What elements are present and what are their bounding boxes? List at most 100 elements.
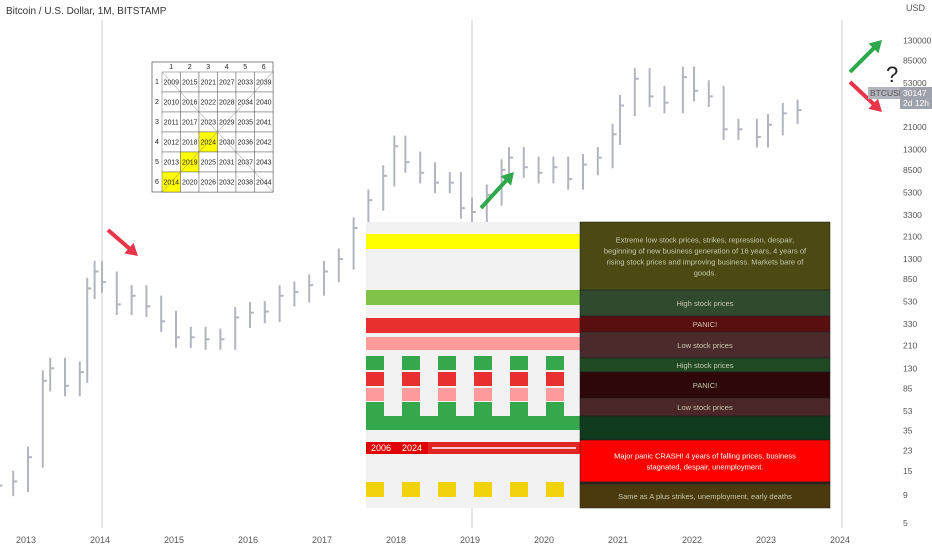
cycle-grid: 1 2 3 4 5 6 1 2009 2015 2021 2027 2033 2039 2 2010 2016… [151,61,274,193]
grid-cell-year: 2032 [219,180,235,187]
x-tick-label: 2018 [386,535,406,545]
grid-row-header: 2 [155,99,159,106]
panel-stripe-seg [438,372,456,386]
grid-cell-year: 2022 [200,100,216,107]
grid-cell-year: 2015 [182,80,198,87]
panel-stripe-seg [366,356,384,370]
grid-row-header: 3 [155,119,159,126]
x-tick-label: 2016 [238,535,258,545]
y-tick-label: 330 [903,319,917,329]
x-tick-label: 2023 [756,535,776,545]
down-arrow-2014 [124,242,138,256]
panel-stripe-seg [546,402,564,416]
panel-stripe [366,290,580,305]
down-arrow-2024 [868,98,882,112]
down-arrow-2014-shaft [106,228,134,253]
grid-cell-year: 2009 [163,80,179,87]
panel-band-text: rising stock prices and improving busine… [607,258,805,267]
y-tick-label: 530 [903,297,917,307]
grid-col-header: 4 [225,64,229,71]
y-tick-label: 2100 [903,231,922,241]
grid-cell-year: 2029 [219,120,235,127]
panel-stripe-seg [402,482,420,497]
price-axis[interactable]: 1300008500053000340002100013000850053003… [903,35,932,528]
panel-band [579,415,831,441]
grid-cell-year: 2016 [182,100,198,107]
panel-stripe-seg [510,402,528,416]
grid-cell-year: 2035 [237,120,253,127]
panel-stripe-seg [510,356,528,370]
range-end: 2024 [402,443,422,453]
panel-stripe-seg [474,482,492,497]
x-tick-label: 2015 [164,535,184,545]
grid-col-header: 5 [243,64,247,71]
time-axis[interactable]: 2013 2014 2015 2016 2017 2018 2019 2020 2021 2022… [16,535,850,545]
y-tick-label: 21000 [903,122,927,132]
grid-cell-year: 2021 [200,80,216,87]
panel-stripe-seg [402,356,420,370]
y-tick-label: 850 [903,274,917,284]
grid-cell-year: 2025 [200,160,216,167]
grid-cell-year: 2012 [163,140,179,147]
panel-band-text: Major panic CRASH! 4 years of falling pr… [614,452,796,461]
panel-stripe-seg [546,388,564,401]
grid-cell-year: 2013 [163,160,179,167]
chart-title: Bitcoin / U.S. Dollar, 1M, BITSTAMP [6,6,167,17]
panel-band-text: High stock prices [676,361,733,370]
range-start: 2006 [371,443,391,453]
grid-cell-year: 2026 [200,180,216,187]
y-tick-label: 5 [903,518,908,528]
panel-band [579,289,831,317]
grid-cell-year: 2014 [163,180,179,187]
panel-band-text: goods. [694,269,717,278]
down-arrow-2024-shaft [848,80,879,109]
y-tick-label: 85 [903,384,913,394]
panel-band-text: stagnated, despair, unemployment. [647,463,764,472]
y-tick-label: 9 [903,490,908,500]
price-bars [0,66,802,497]
last-price: 30147 [903,88,927,98]
x-tick-label: 2022 [682,535,702,545]
up-arrow-2024 [868,40,882,54]
panel-stripe-seg [366,388,384,401]
grid-row-header: 5 [155,159,159,166]
panel-stripe-seg [366,402,384,416]
panel-pattern-bg [366,222,580,508]
y-tick-label: 13000 [903,145,927,155]
y-tick-label: 35 [903,426,913,436]
panel-stripe-seg [474,356,492,370]
panel-band [579,483,831,509]
grid-diagonal [161,71,274,193]
grid-row-header: 6 [155,179,159,186]
panel-stripe-seg [546,356,564,370]
panel-stripe-seg [438,388,456,401]
panel-band [579,439,831,483]
grid-cell-year: 2030 [219,140,235,147]
panel-stripe-seg [474,402,492,416]
y-tick-label: 53 [903,406,913,416]
panel-band [579,221,831,291]
y-tick-label: 130 [903,363,917,373]
panel-stripe [366,234,580,249]
range-label-bg [366,442,428,454]
grid-col-header: 6 [262,64,266,71]
grid-cell-year: 2027 [219,80,235,87]
y-tick-label: 85000 [903,56,927,66]
panel-stripe-seg [474,388,492,401]
y-tick-label: 5300 [903,187,922,197]
grid-cell-year: 2019 [182,160,198,167]
grid-cell-year: 2040 [256,100,272,107]
grid-row-header: 1 [155,79,159,86]
panel-band-text: PANIC! [693,320,717,329]
arrows [106,40,882,256]
up-arrow-2024-shaft [848,43,879,74]
grid-cell-year: 2042 [256,140,272,147]
symbol-tag-bg [868,87,900,99]
grid-cell-year: 2043 [256,160,272,167]
panel-stripe-seg [474,372,492,386]
panel-stripe-seg [546,372,564,386]
grid-cell-year: 2010 [163,100,179,107]
grid-cell-year: 2024 [200,140,216,147]
x-tick-label: 2014 [90,535,110,545]
